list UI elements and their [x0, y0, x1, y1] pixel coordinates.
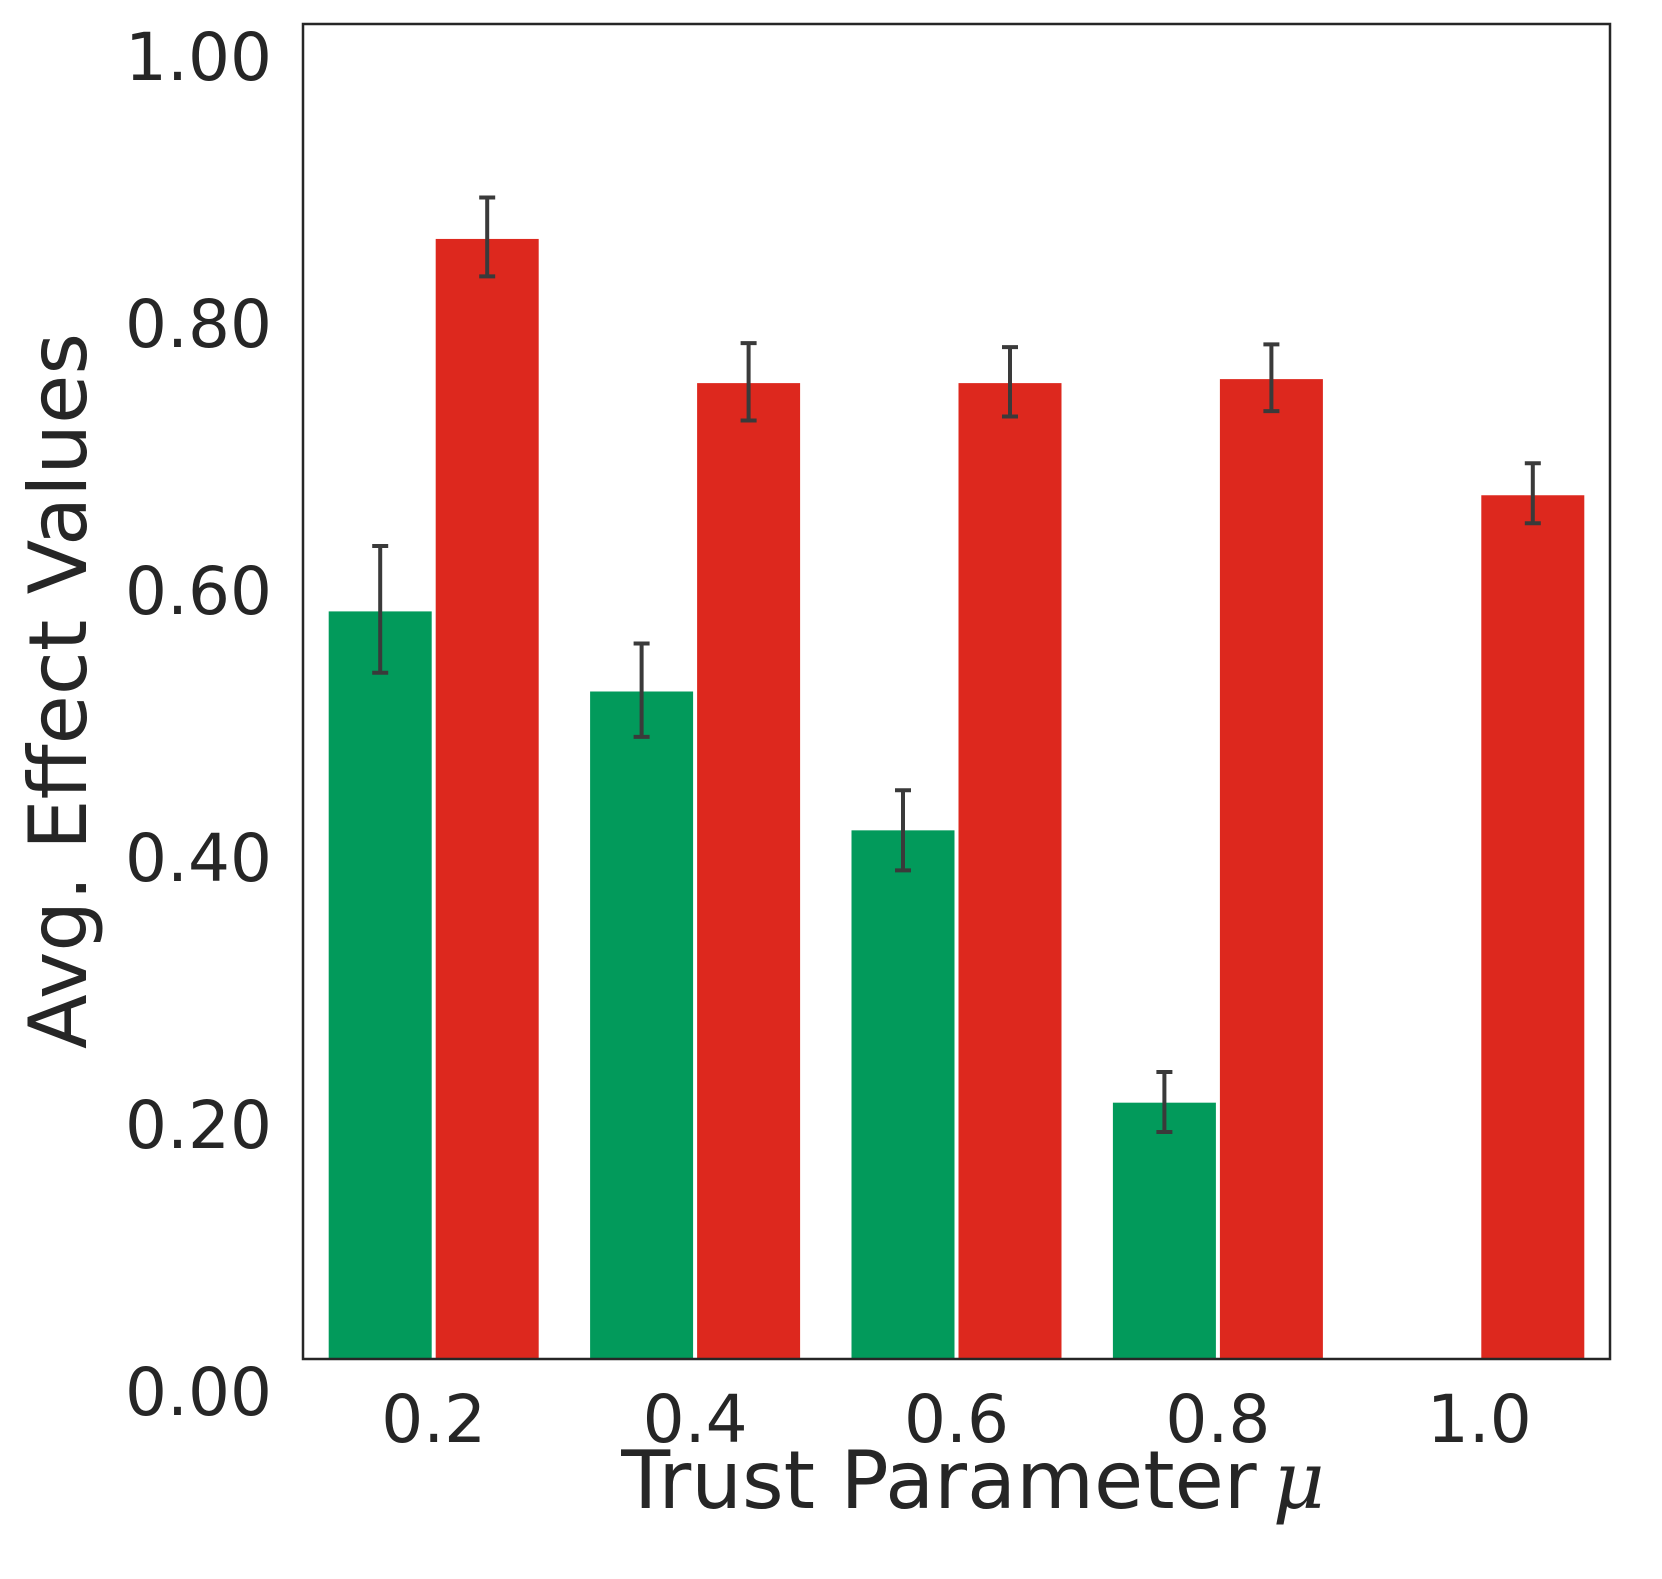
error-bar-series2-0.8 [1263, 342, 1280, 414]
x-tick-label: 0.4 [643, 1381, 748, 1458]
bar-series2-0.6 [958, 383, 1062, 1359]
x-tick-label: 0.6 [904, 1381, 1009, 1458]
error-bars-layer [372, 195, 1541, 1135]
plot-frame [301, 22, 1612, 1361]
bar-series2-0.4 [697, 383, 801, 1359]
y-tick-label: 1.00 [125, 19, 272, 96]
y-tick-label: 0.60 [125, 553, 272, 630]
bar-series2-0.8 [1219, 379, 1323, 1359]
y-tick-label: 0.00 [125, 1354, 272, 1431]
y-axis-title: Avg. Effect Values [12, 333, 105, 1049]
y-tick-label: 0.20 [125, 1087, 272, 1164]
error-bar-series1-0.2 [372, 543, 389, 675]
bar-series1-0.2 [328, 611, 432, 1359]
error-bar-series1-0.4 [633, 641, 650, 739]
bar-series1-0.6 [851, 830, 955, 1359]
bar-series1-0.8 [1112, 1102, 1216, 1359]
x-tick-label: 1.0 [1427, 1381, 1532, 1458]
bar-series2-0.2 [435, 238, 539, 1359]
error-bar-series1-0.8 [1156, 1069, 1173, 1135]
error-bar-series2-1.0 [1524, 461, 1541, 526]
x-tick-label: 0.8 [1165, 1381, 1270, 1458]
bar-series1-0.4 [590, 691, 694, 1359]
x-tick-labels: 0.2 0.4 0.6 0.8 1.0 [381, 1381, 1532, 1458]
y-tick-label: 0.40 [125, 820, 272, 897]
x-axis-title: Trust Parameter μ [620, 1434, 1324, 1527]
error-bar-series2-0.4 [740, 341, 757, 423]
bar-series2-1.0 [1481, 495, 1585, 1359]
y-tick-labels: 0.00 0.20 0.40 0.60 0.80 1.00 [125, 19, 272, 1431]
y-tick-label: 0.80 [125, 286, 272, 363]
x-axis-symbol: μ [1273, 1434, 1325, 1527]
error-bar-series2-0.2 [479, 195, 496, 279]
bars-layer [328, 238, 1585, 1359]
x-tick-label: 0.2 [381, 1381, 486, 1458]
error-bar-series2-0.6 [1002, 345, 1018, 419]
error-bar-series1-0.6 [895, 788, 911, 873]
